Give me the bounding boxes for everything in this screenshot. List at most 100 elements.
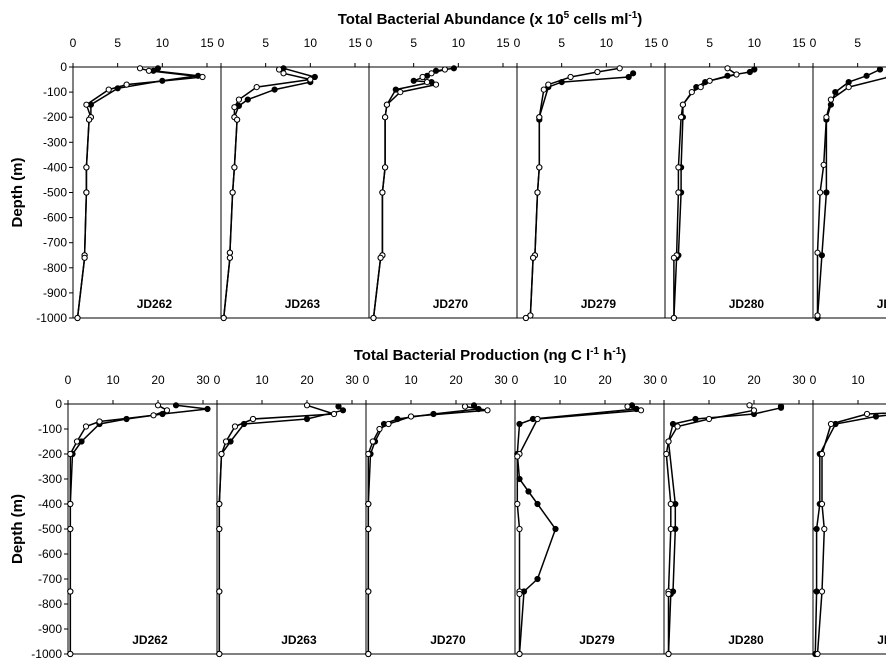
data-point-open bbox=[827, 420, 835, 428]
data-point-filled bbox=[450, 65, 457, 72]
data-point-open bbox=[823, 114, 830, 121]
data-point-open bbox=[67, 500, 74, 508]
series-line-open bbox=[816, 412, 886, 655]
chart-2: Total Bacterial Production (ng C l-1 h-1… bbox=[9, 346, 886, 658]
data-point-open bbox=[81, 254, 88, 261]
series-line-open bbox=[76, 67, 203, 319]
y-tick-label: -800 bbox=[38, 597, 62, 611]
title-superscript: -1 bbox=[612, 346, 621, 357]
y-tick-label: -700 bbox=[43, 236, 67, 250]
x-tick-label: 0 bbox=[810, 36, 817, 50]
data-point-open bbox=[365, 588, 372, 595]
x-tick-label: 30 bbox=[792, 373, 806, 387]
data-point-open bbox=[365, 500, 372, 508]
panel-label: JD280 bbox=[729, 297, 765, 311]
x-tick-label: 15 bbox=[348, 36, 362, 50]
x-tick-label: 30 bbox=[196, 373, 210, 387]
y-axis-label: Depth (m) bbox=[9, 494, 26, 564]
data-point-open bbox=[369, 438, 376, 445]
series-line-open bbox=[516, 405, 642, 654]
data-point-open bbox=[382, 164, 389, 171]
data-point-open bbox=[222, 438, 230, 445]
data-point-open bbox=[96, 418, 103, 425]
data-point-open bbox=[817, 189, 824, 196]
y-tick-label: -800 bbox=[43, 261, 67, 275]
series-line-filled bbox=[76, 67, 199, 319]
x-tick-label: 0 bbox=[70, 36, 77, 50]
data-point-open bbox=[67, 588, 74, 595]
data-point-open bbox=[665, 438, 672, 445]
x-tick-label: 5 bbox=[854, 36, 861, 50]
x-tick-label: 0 bbox=[65, 373, 72, 387]
data-point-open bbox=[814, 650, 821, 658]
data-point-open bbox=[231, 423, 239, 430]
data-point-open bbox=[199, 73, 206, 81]
title-superscript: 5 bbox=[564, 10, 570, 21]
series-line-filled bbox=[673, 68, 755, 319]
data-point-open bbox=[382, 114, 389, 121]
data-point-open bbox=[530, 254, 537, 261]
data-point-open bbox=[667, 525, 674, 533]
data-point-open bbox=[863, 410, 871, 418]
x-tick-label: 0 bbox=[218, 36, 225, 50]
y-tick-label: -1000 bbox=[36, 311, 67, 325]
data-point-filled bbox=[516, 420, 523, 428]
data-point-open bbox=[376, 425, 383, 433]
data-point-open bbox=[383, 101, 390, 108]
data-point-open bbox=[216, 500, 223, 508]
y-tick-label: -200 bbox=[38, 447, 62, 461]
x-tick-label: 15 bbox=[200, 36, 214, 50]
title-text: h bbox=[599, 347, 612, 364]
data-point-filled bbox=[818, 252, 826, 259]
x-tick-label: 10 bbox=[702, 373, 716, 387]
data-point-filled bbox=[392, 86, 399, 93]
data-point-open bbox=[234, 116, 241, 123]
data-point-filled bbox=[534, 575, 541, 583]
data-point-filled bbox=[154, 65, 161, 72]
data-point-open bbox=[276, 66, 283, 73]
panel-label: JD279 bbox=[579, 633, 615, 647]
data-point-open bbox=[424, 79, 431, 86]
x-tick-label: 0 bbox=[214, 373, 221, 387]
title-superscript: -1 bbox=[590, 346, 599, 357]
title-text: Total Bacterial Abundance (x 10 bbox=[338, 11, 564, 28]
data-point-open bbox=[705, 415, 713, 423]
data-point-open bbox=[123, 81, 130, 88]
data-point-open bbox=[82, 423, 90, 430]
data-point-open bbox=[516, 525, 523, 533]
panel-label: JD263 bbox=[281, 633, 317, 647]
x-tick-label: 10 bbox=[304, 36, 318, 50]
y-tick-label: -100 bbox=[38, 422, 62, 436]
series-line-filled bbox=[667, 406, 782, 655]
data-point-open bbox=[441, 66, 448, 73]
data-point-open bbox=[818, 588, 826, 595]
data-point-open bbox=[724, 65, 731, 72]
data-point-open bbox=[665, 590, 672, 598]
chart-1: Total Bacterial Abundance (x 105 cells m… bbox=[9, 10, 886, 325]
data-point-open bbox=[83, 189, 90, 196]
data-point-filled bbox=[813, 588, 820, 595]
data-point-open bbox=[280, 70, 287, 77]
title-text: ) bbox=[621, 347, 626, 364]
x-tick-label: 15 bbox=[496, 36, 510, 50]
data-point-open bbox=[226, 249, 233, 256]
data-point-open bbox=[235, 96, 242, 103]
data-point-filled bbox=[552, 525, 559, 533]
y-tick-label: -600 bbox=[38, 547, 62, 561]
panel-jd263: 0 10 20 30 JD263 bbox=[214, 373, 366, 658]
series-line-open bbox=[69, 404, 169, 654]
x-tick-label: 0 bbox=[810, 373, 817, 387]
y-tick-label: -300 bbox=[43, 135, 67, 149]
x-tick-label: 0 bbox=[363, 373, 370, 387]
data-point-filled bbox=[311, 73, 318, 81]
x-tick-label: 10 bbox=[600, 36, 614, 50]
data-point-open bbox=[303, 402, 311, 409]
panel-label: JD262 bbox=[132, 633, 168, 647]
x-tick-label: 10 bbox=[255, 373, 269, 387]
data-point-open bbox=[231, 104, 238, 111]
data-point-open bbox=[67, 650, 74, 658]
x-tick-label: 20 bbox=[449, 373, 463, 387]
y-tick-label: -400 bbox=[38, 497, 62, 511]
data-point-open bbox=[845, 84, 852, 91]
